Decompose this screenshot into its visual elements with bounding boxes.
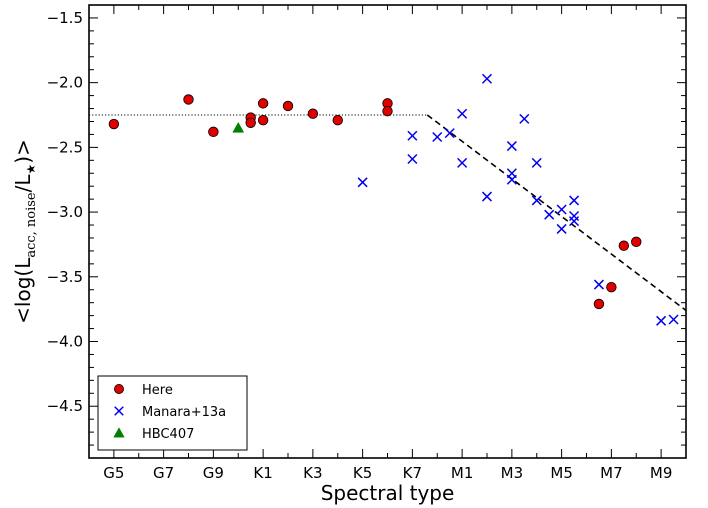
dashed-fit-line bbox=[426, 114, 687, 312]
y-tick-label: −3.0 bbox=[47, 203, 83, 221]
here-point bbox=[631, 236, 642, 248]
x-stroke bbox=[506, 174, 517, 185]
y-tick-label: −1.5 bbox=[47, 9, 83, 27]
y-tick-label: −2.0 bbox=[47, 74, 83, 92]
manara-point bbox=[544, 209, 555, 220]
x-stroke bbox=[357, 177, 368, 188]
x-stroke bbox=[407, 153, 418, 165]
manara-point bbox=[668, 314, 679, 325]
x-stroke bbox=[519, 113, 530, 124]
manara-point bbox=[457, 157, 468, 168]
x-tick-label: M1 bbox=[451, 464, 474, 482]
x-stroke bbox=[531, 195, 542, 206]
manara-point bbox=[569, 195, 580, 206]
x-axis-title: Spectral type bbox=[321, 481, 455, 505]
x-tick-label: M3 bbox=[501, 464, 524, 482]
x-stroke bbox=[457, 108, 468, 119]
manara-point bbox=[531, 157, 542, 168]
manara-point bbox=[593, 279, 604, 290]
manara-point bbox=[481, 73, 493, 84]
y-tick-label: −2.5 bbox=[47, 138, 83, 156]
here-point bbox=[282, 100, 294, 112]
manara-point bbox=[656, 315, 667, 326]
x-tick-label: G9 bbox=[203, 464, 224, 482]
x-stroke bbox=[114, 406, 124, 416]
x-stroke bbox=[556, 204, 567, 215]
manara-point bbox=[407, 130, 418, 141]
manara-point bbox=[519, 113, 530, 124]
x-stroke bbox=[407, 130, 418, 141]
x-stroke bbox=[544, 209, 555, 220]
x-tick-label: K5 bbox=[353, 464, 372, 482]
x-stroke bbox=[481, 191, 493, 202]
x-stroke bbox=[569, 216, 580, 227]
manara-point bbox=[444, 128, 455, 139]
x-stroke bbox=[593, 279, 604, 290]
legend-marker bbox=[113, 427, 125, 438]
data-points bbox=[108, 73, 679, 326]
y-axis-title: <log(Lacc, noise/L★)> bbox=[11, 139, 39, 324]
manara-point bbox=[506, 174, 517, 185]
here-point bbox=[618, 240, 630, 251]
manara-point bbox=[432, 131, 443, 143]
x-stroke bbox=[432, 131, 443, 143]
x-tick-label: M5 bbox=[550, 464, 573, 482]
legend-label: HBC407 bbox=[142, 427, 194, 442]
here-point bbox=[208, 126, 219, 138]
y-tick-label: −4.0 bbox=[47, 333, 83, 351]
x-stroke bbox=[656, 315, 667, 326]
y-axis-title-prefix: <log(L bbox=[11, 257, 35, 324]
manara-point bbox=[357, 177, 368, 188]
here-point bbox=[108, 118, 120, 130]
x-stroke bbox=[531, 157, 542, 168]
here-point bbox=[307, 108, 319, 119]
y-axis-title-mid: /L bbox=[11, 174, 35, 193]
y-axis-title-sub1: acc, noise bbox=[24, 192, 39, 258]
legend: Here Manara+13a HBC407 bbox=[97, 375, 248, 451]
x-tick-label: K7 bbox=[403, 464, 422, 482]
legend-label: Manara+13a bbox=[142, 405, 226, 420]
manara-point bbox=[506, 141, 517, 152]
axis-ticks: G5 G7 G9 K1 K3 K5 K7 M1 M3 M5 M7 M9 −1.5 −2.0 −2.5 −3.0… bbox=[47, 4, 687, 482]
here-point bbox=[606, 281, 617, 293]
manara-point bbox=[457, 108, 468, 119]
y-tick-label: −3.5 bbox=[47, 268, 83, 286]
manara-point bbox=[556, 204, 567, 215]
x-stroke bbox=[569, 195, 580, 206]
legend-marker bbox=[114, 406, 124, 416]
x-tick-label: G7 bbox=[153, 464, 174, 482]
x-stroke bbox=[556, 223, 567, 234]
here-point bbox=[382, 105, 393, 117]
x-tick-label: K3 bbox=[303, 464, 322, 482]
here-point bbox=[183, 94, 194, 105]
manara-point bbox=[569, 216, 580, 227]
manara-point bbox=[407, 153, 418, 165]
legend-marker bbox=[114, 384, 124, 394]
x-tick-label: M9 bbox=[650, 464, 673, 482]
manara-point bbox=[569, 210, 580, 221]
manara-point bbox=[531, 195, 542, 206]
fit-lines bbox=[89, 114, 687, 312]
here-point bbox=[245, 117, 256, 128]
manara-point bbox=[481, 191, 493, 202]
x-tick-label: M7 bbox=[600, 464, 623, 482]
here-point bbox=[593, 298, 605, 310]
legend-label: Here bbox=[142, 383, 173, 398]
hbc407-point bbox=[232, 121, 245, 133]
manara-point bbox=[556, 223, 567, 234]
here-point bbox=[257, 98, 269, 109]
x-stroke bbox=[444, 128, 455, 139]
y-tick-label: −4.5 bbox=[47, 397, 83, 415]
x-stroke bbox=[481, 73, 493, 84]
x-stroke bbox=[457, 157, 468, 168]
x-tick-label: K1 bbox=[253, 464, 272, 482]
x-stroke bbox=[668, 314, 679, 325]
x-tick-label: G5 bbox=[103, 464, 124, 482]
here-point bbox=[332, 114, 343, 126]
x-stroke bbox=[506, 141, 517, 152]
y-axis-title-suffix: )> bbox=[11, 139, 35, 164]
here-point bbox=[257, 114, 269, 126]
y-axis-title-sub2: ★ bbox=[24, 164, 38, 175]
